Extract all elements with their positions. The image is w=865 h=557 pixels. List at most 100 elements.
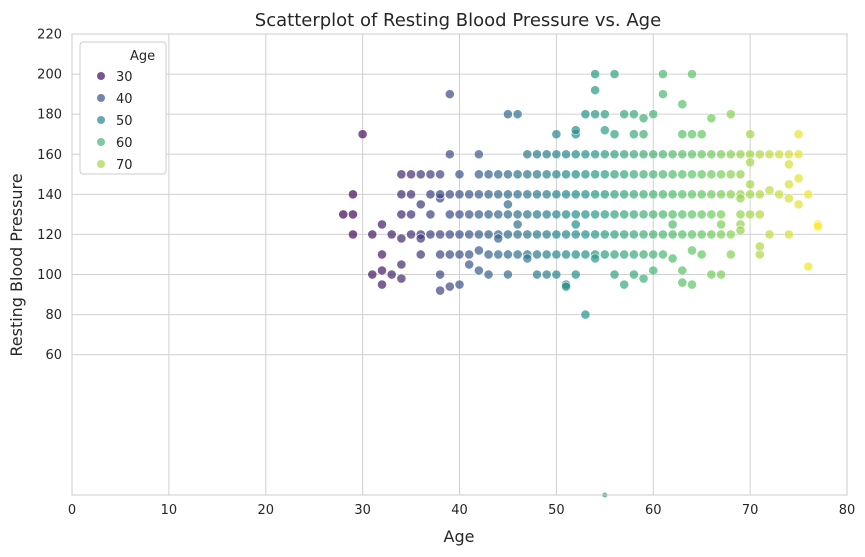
data-point	[551, 269, 562, 280]
data-point	[377, 219, 387, 230]
data-point	[580, 209, 591, 220]
data-point	[648, 249, 659, 260]
data-point	[609, 149, 620, 160]
data-point	[473, 149, 484, 160]
data-point	[512, 219, 523, 230]
data-point	[599, 109, 610, 120]
data-point	[522, 229, 533, 240]
data-point	[348, 229, 358, 240]
data-point	[483, 249, 494, 260]
data-point	[406, 229, 416, 240]
data-point	[570, 229, 581, 240]
data-point	[706, 113, 717, 124]
y-tick-label: 60	[45, 348, 62, 363]
data-point	[658, 149, 668, 160]
y-tick-label: 200	[37, 68, 62, 83]
data-point	[803, 189, 814, 200]
data-point	[503, 189, 513, 200]
data-point	[454, 209, 465, 220]
data-point	[687, 169, 697, 180]
x-tick-label: 0	[68, 503, 76, 518]
data-point	[745, 179, 756, 190]
y-axis-label: Resting Blood Pressure	[7, 173, 26, 356]
data-point	[735, 209, 746, 220]
data-point	[667, 209, 678, 220]
data-point	[619, 189, 630, 200]
data-point	[745, 129, 756, 140]
data-point	[599, 229, 610, 240]
data-point	[570, 189, 581, 200]
data-point	[561, 169, 571, 180]
x-tick-label: 60	[645, 503, 662, 518]
data-point	[735, 169, 746, 180]
data-point	[425, 229, 436, 240]
data-point	[619, 279, 630, 290]
data-point	[716, 229, 726, 240]
data-point	[551, 229, 562, 240]
data-point	[435, 269, 446, 280]
data-point	[541, 169, 552, 180]
data-point	[638, 113, 649, 124]
data-point	[532, 169, 542, 180]
data-point	[444, 249, 455, 260]
data-point	[522, 253, 533, 264]
legend-label: 50	[116, 114, 133, 129]
data-point	[745, 157, 756, 168]
data-point	[435, 249, 446, 260]
data-point	[716, 209, 726, 220]
data-point	[677, 189, 688, 200]
data-point	[483, 189, 494, 200]
data-point	[677, 169, 688, 180]
data-point	[716, 149, 726, 160]
data-point	[415, 233, 426, 244]
data-point	[774, 189, 785, 200]
data-point	[609, 169, 620, 180]
data-point	[793, 129, 804, 140]
data-point	[512, 209, 523, 220]
data-point	[706, 189, 717, 200]
data-point	[783, 179, 794, 190]
data-point	[696, 249, 707, 260]
data-point	[599, 149, 610, 160]
x-tick-label: 50	[548, 503, 565, 518]
plot-frame	[71, 33, 848, 496]
legend-marker	[97, 72, 105, 80]
data-point	[764, 149, 775, 160]
data-point	[764, 229, 775, 240]
data-point	[735, 225, 746, 236]
data-point	[493, 169, 504, 180]
data-point	[357, 129, 368, 140]
data-point	[435, 285, 446, 296]
data-point	[464, 209, 475, 220]
data-point	[561, 149, 571, 160]
data-point	[473, 229, 484, 240]
data-point	[725, 149, 736, 160]
data-point	[483, 169, 494, 180]
data-point	[658, 89, 668, 100]
data-point	[561, 281, 571, 292]
data-point	[377, 279, 387, 290]
chart-title: Scatterplot of Resting Blood Pressure vs…	[255, 10, 661, 31]
data-point	[648, 169, 659, 180]
data-point	[435, 229, 446, 240]
data-point	[619, 229, 630, 240]
data-point	[551, 149, 562, 160]
data-point	[503, 229, 513, 240]
data-point	[483, 269, 494, 280]
grid	[71, 33, 848, 495]
data-point	[590, 209, 601, 220]
x-tick-label: 10	[161, 503, 178, 518]
data-point	[473, 189, 484, 200]
data-point	[367, 229, 378, 240]
data-point	[444, 229, 455, 240]
data-point	[687, 149, 697, 160]
x-axis-label: Age	[444, 527, 475, 546]
y-tick-label: 180	[37, 108, 62, 123]
data-point	[503, 269, 513, 280]
data-point	[696, 169, 707, 180]
data-point	[454, 189, 465, 200]
data-point	[706, 149, 717, 160]
data-point	[396, 169, 407, 180]
data-point	[444, 149, 455, 160]
data-point	[687, 69, 697, 79]
